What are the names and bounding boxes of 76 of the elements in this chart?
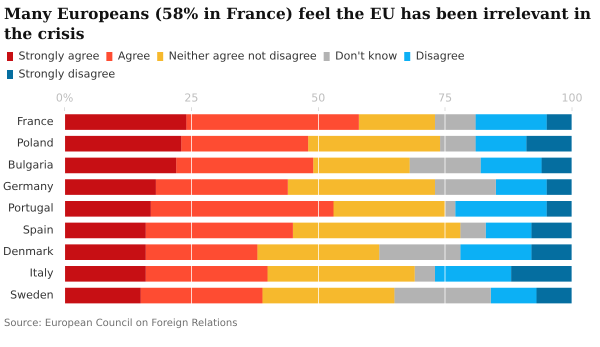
- bar: [146, 266, 268, 282]
- bar: [65, 136, 182, 152]
- bar: [65, 266, 146, 282]
- chart-title: Many Europeans (58% in France) feel the EU has been irrelevant in the crisis: [4, 4, 592, 44]
- legend-label: Agree: [118, 49, 150, 62]
- bar: [146, 244, 258, 260]
- legend-label: Strongly disagree: [18, 67, 116, 80]
- bar: [486, 222, 532, 238]
- bar: [526, 136, 572, 152]
- bar: [65, 200, 151, 217]
- bar: [445, 200, 456, 217]
- bar: [434, 179, 496, 195]
- bar: [186, 114, 359, 130]
- bar: [476, 114, 547, 130]
- y-tick-label: Italy: [30, 266, 54, 280]
- bar: [511, 266, 572, 282]
- bar: [490, 288, 536, 304]
- bar: [140, 288, 262, 304]
- bar: [65, 158, 176, 174]
- legend-label: Disagree: [416, 49, 465, 62]
- bar: [414, 266, 435, 282]
- x-tick-label: 75: [438, 91, 452, 104]
- bar: [536, 288, 572, 304]
- bar: [480, 158, 542, 174]
- y-tick-label: Bulgaria: [8, 158, 54, 172]
- x-tick-label: 50: [311, 91, 326, 104]
- bar: [313, 158, 410, 174]
- bar: [65, 288, 141, 304]
- bar: [476, 136, 526, 152]
- bar: [181, 136, 308, 152]
- bar: [176, 158, 314, 174]
- bar: [358, 114, 435, 130]
- bar: [257, 244, 380, 260]
- bar: [156, 179, 288, 195]
- legend-label: Strongly agree: [18, 49, 100, 62]
- y-tick-label: Germany: [2, 180, 54, 193]
- y-tick-label: Spain: [22, 223, 54, 236]
- bar: [546, 114, 572, 130]
- bar: [268, 266, 415, 282]
- bar: [65, 114, 186, 130]
- bar: [496, 179, 547, 195]
- bar: [410, 158, 481, 174]
- bar: [379, 244, 460, 260]
- y-tick-label: France: [16, 114, 54, 128]
- bar: [542, 158, 572, 174]
- legend-label: Neither agree not disagree: [168, 49, 317, 62]
- bar: [455, 200, 547, 217]
- bar: [460, 244, 532, 260]
- bar: [546, 179, 572, 195]
- x-tick-label: 100: [562, 91, 582, 104]
- y-tick-label: Portugal: [8, 202, 54, 215]
- bar: [440, 136, 476, 152]
- bar: [288, 179, 435, 195]
- bar: [394, 288, 491, 304]
- bar: [460, 222, 486, 238]
- bar: [531, 222, 572, 238]
- bar: [292, 222, 460, 238]
- bar: [146, 222, 293, 238]
- bar: [434, 114, 476, 130]
- bar: [262, 288, 394, 304]
- x-tick-label: 0%: [56, 91, 74, 104]
- bar: [65, 222, 146, 238]
- bar: [150, 200, 334, 217]
- y-tick-label: Poland: [16, 136, 54, 150]
- bar: [334, 200, 446, 217]
- y-tick-label: Sweden: [10, 288, 54, 302]
- bar: [65, 179, 156, 195]
- bar: [65, 244, 146, 260]
- bar: [434, 266, 512, 282]
- bar: [308, 136, 440, 152]
- bar: [531, 244, 572, 260]
- x-tick-label: 25: [184, 91, 198, 104]
- bar: [546, 200, 572, 217]
- legend-label: Don't know: [335, 49, 398, 62]
- y-tick-label: Denmark: [2, 245, 54, 258]
- source-note: Source: European Council on Foreign Relations: [4, 318, 238, 329]
